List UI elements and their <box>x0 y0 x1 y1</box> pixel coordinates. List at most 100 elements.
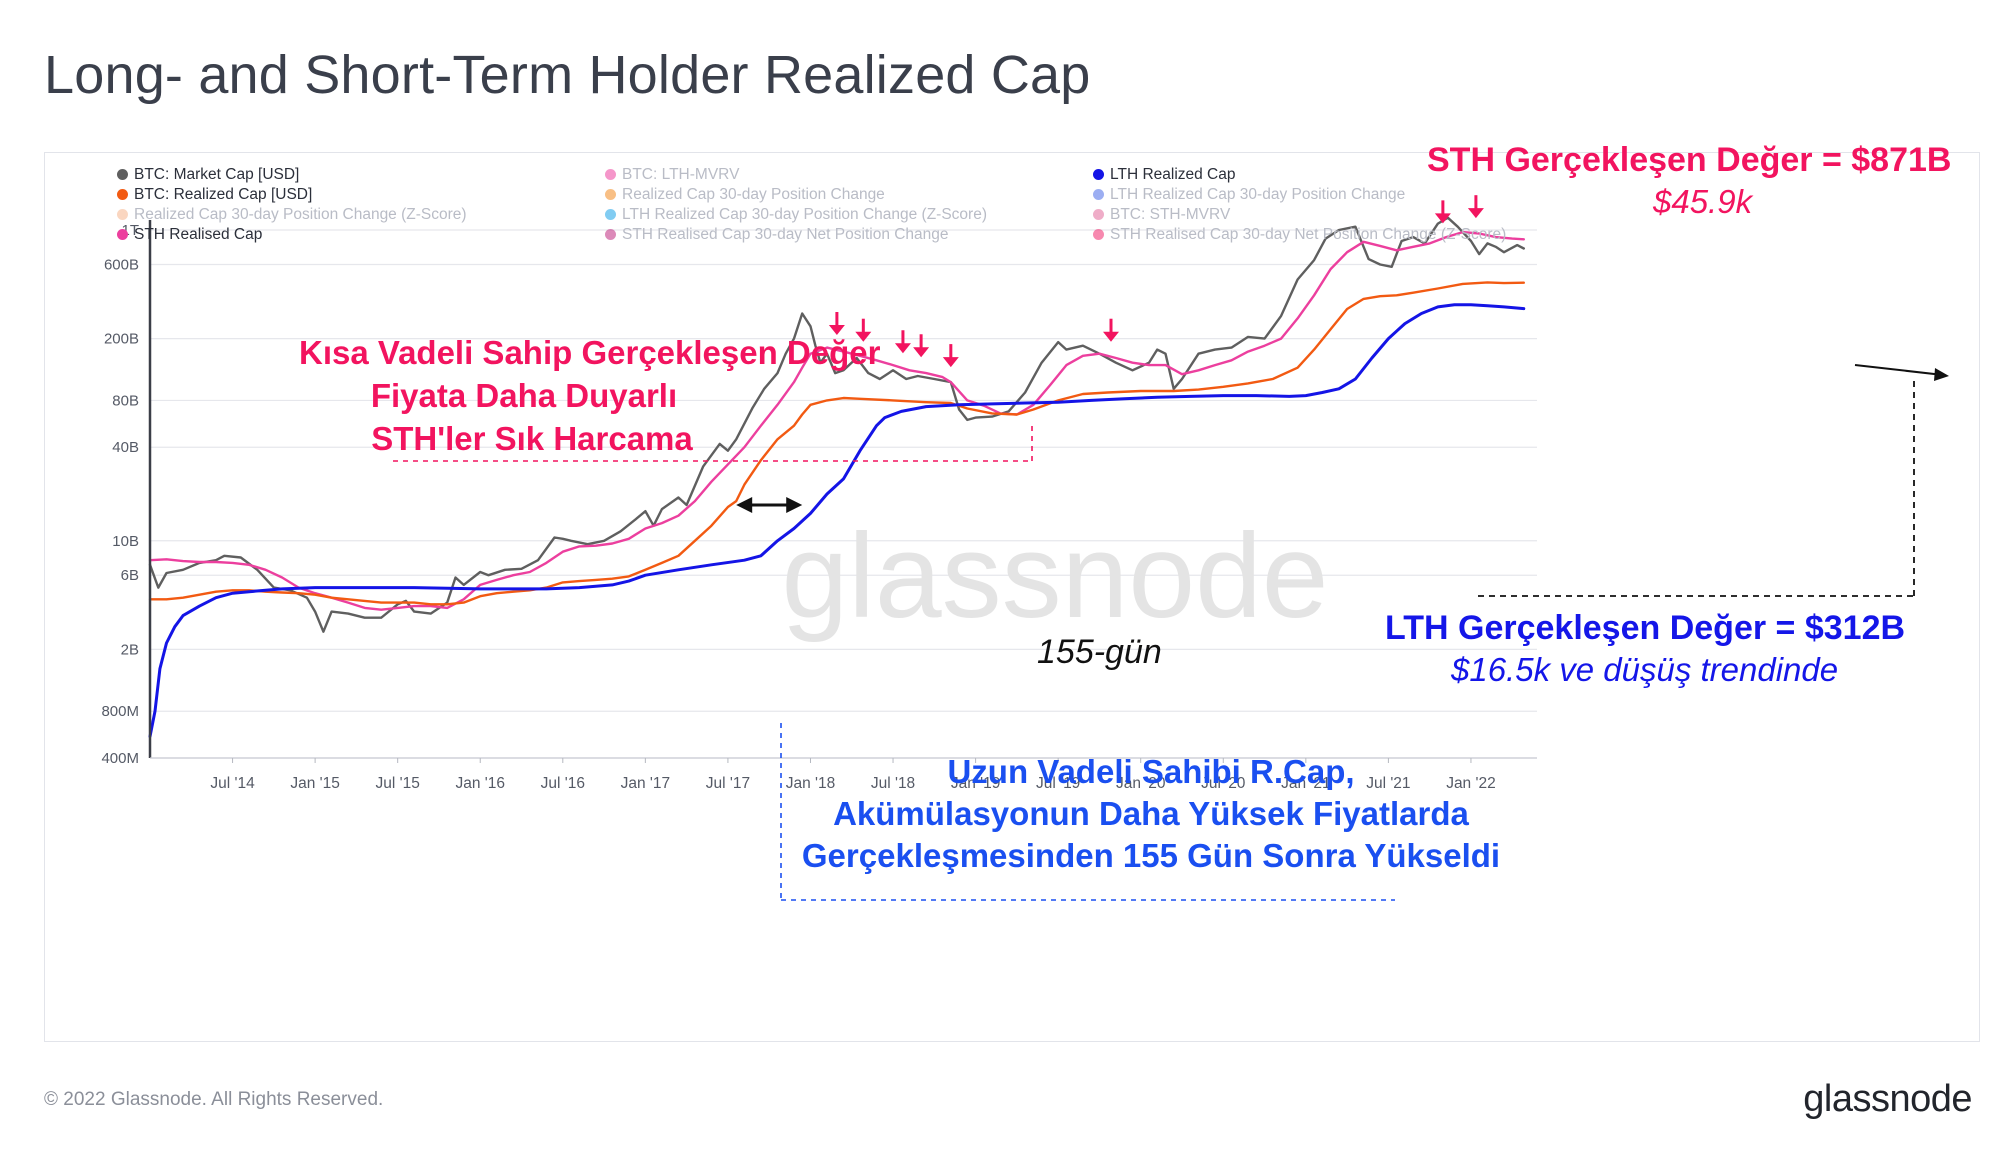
lag-arrow-head-right <box>786 496 803 513</box>
annotation-overlay <box>393 195 1949 901</box>
y-tick-label: 600B <box>104 256 139 273</box>
sth-note: Kısa Vadeli Sahip Gerçekleşen Değer Fiya… <box>299 331 881 460</box>
y-tick-label: 40B <box>112 439 139 456</box>
x-tick-label: Jan '20 <box>1116 775 1166 792</box>
legend-label: STH Realised Cap <box>134 226 263 243</box>
legend-item[interactable]: Realized Cap 30-day Position Change (Z-S… <box>117 206 467 224</box>
sth-price-label: $45.9k <box>1653 183 1753 220</box>
lth-note-line-3: Gerçekleşmesinden 155 Gün Sonra Yükseldi <box>801 837 1501 874</box>
x-tick-label: Jul '14 <box>210 775 255 792</box>
legend-dot-icon <box>1093 229 1104 240</box>
arrow-head <box>942 357 959 368</box>
chart-svg: glassnode 1T600B200B80B40B10B6B2B800M400… <box>101 195 1949 901</box>
page-title: Long- and Short-Term Holder Realized Cap <box>44 45 1091 105</box>
down-arrow-icon <box>1434 200 1451 224</box>
y-tick-label: 400M <box>101 750 139 767</box>
legend-label: BTC: LTH-MVRV <box>622 166 740 183</box>
legend-label: STH Realised Cap 30-day Net Position Cha… <box>1110 226 1507 243</box>
legend-dot-icon <box>1093 189 1104 200</box>
x-tick-label: Jul '19 <box>1036 775 1080 792</box>
legend-label: Realized Cap 30-day Position Change <box>622 186 885 203</box>
legend-label: BTC: Market Cap [USD] <box>134 166 300 183</box>
y-tick-label: 2B <box>121 641 139 658</box>
legend-item[interactable]: BTC: Market Cap [USD] <box>117 166 299 184</box>
x-tick-label: Jan '19 <box>951 775 1001 792</box>
lth-note-line-1: Uzun Vadeli Sahibi R.Cap, <box>947 753 1355 790</box>
lag-double-arrow-icon <box>736 496 803 513</box>
down-arrow-icon <box>1467 195 1484 219</box>
legend-dot-icon <box>117 189 128 200</box>
legend-label: Realized Cap 30-day Position Change (Z-S… <box>134 206 467 223</box>
downtrend-arrow-shaft <box>1854 364 1944 376</box>
legend-label: BTC: STH-MVRV <box>1110 206 1231 223</box>
y-tick-label: 80B <box>112 392 139 409</box>
lag-arrow-head-left <box>736 496 753 513</box>
down-arrow-icon <box>828 312 845 336</box>
legend-item[interactable]: LTH Realized Cap 30-day Position Change <box>1093 186 1405 204</box>
down-arrow-icon <box>855 318 872 342</box>
x-tick-label: Jul '21 <box>1366 775 1410 792</box>
series-layer <box>148 216 1526 738</box>
lth-value-title: LTH Gerçekleşen Değer = $312B <box>1385 609 1906 647</box>
legend-label: LTH Realized Cap <box>1110 166 1236 183</box>
legend-label: BTC: Realized Cap [USD] <box>134 186 313 203</box>
down-arrow-icon <box>894 330 911 354</box>
legend-label: LTH Realized Cap 30-day Position Change … <box>622 206 987 223</box>
lth-price-label: $16.5k ve düşüş trendinde <box>1451 651 1839 688</box>
x-tick-label: Jul '16 <box>541 775 585 792</box>
y-tick-label: 10B <box>112 533 139 550</box>
x-tick-label: Jul '15 <box>376 775 420 792</box>
x-tick-label: Jan '17 <box>621 775 671 792</box>
sth-value-title: STH Gerçekleşen Değer = $871B <box>1427 141 1952 179</box>
x-tick-label: Jan '21 <box>1281 775 1331 792</box>
legend-dot-icon <box>605 209 616 220</box>
down-arrow-icon <box>942 344 959 368</box>
legend-item[interactable]: STH Realised Cap <box>117 226 262 244</box>
down-arrow-icon <box>913 334 930 358</box>
arrow-head <box>894 343 911 354</box>
arrow-head <box>1467 208 1484 219</box>
x-tick-label: Jul '17 <box>706 775 750 792</box>
arrow-head <box>1434 213 1451 224</box>
arrow-head <box>828 325 845 336</box>
y-tick-label: 800M <box>101 703 139 720</box>
series-line-lth-realized-cap <box>148 303 1526 738</box>
brand-logo: glassnode <box>1803 1078 1972 1120</box>
copyright: © 2022 Glassnode. All Rights Reserved. <box>44 1089 384 1110</box>
watermark: glassnode <box>781 509 1328 643</box>
x-tick-label: Jan '18 <box>786 775 836 792</box>
x-tick-label: Jul '18 <box>871 775 915 792</box>
legend-item[interactable]: BTC: STH-MVRV <box>1093 206 1230 224</box>
sth-note-line-3: STH'ler Sık Harcama <box>371 420 693 457</box>
series-line-sth-realised-cap <box>148 230 1525 611</box>
legend-item[interactable]: LTH Realized Cap <box>1093 166 1236 184</box>
downtrend-arrow-icon <box>1854 364 1949 381</box>
x-tick-label: Jan '16 <box>455 775 505 792</box>
legend-dot-icon <box>605 229 616 240</box>
x-tick-label: Jan '22 <box>1446 775 1496 792</box>
down-arrow-icon <box>1102 318 1119 342</box>
legend-label: STH Realised Cap 30-day Net Position Cha… <box>622 226 949 243</box>
y-tick-label: 200B <box>104 331 139 348</box>
legend-dot-icon <box>605 189 616 200</box>
legend-dot-icon <box>1093 169 1104 180</box>
legend-item[interactable]: Realized Cap 30-day Position Change <box>605 186 885 204</box>
legend-dot-icon <box>117 229 128 240</box>
sth-note-line-2: Fiyata Daha Duyarlı <box>370 377 678 414</box>
legend-dot-icon <box>117 169 128 180</box>
downtrend-arrow-head <box>1934 368 1949 381</box>
legend-item[interactable]: STH Realised Cap 30-day Net Position Cha… <box>1093 226 1506 244</box>
grid <box>150 229 1537 759</box>
legend-item[interactable]: BTC: LTH-MVRV <box>605 166 739 184</box>
x-tick-label: Jul '20 <box>1201 775 1246 792</box>
arrow-head <box>1102 331 1119 342</box>
legend-dot-icon <box>1093 209 1104 220</box>
legend-item[interactable]: STH Realised Cap 30-day Net Position Cha… <box>605 226 949 244</box>
legend-item[interactable]: BTC: Realized Cap [USD] <box>117 186 312 204</box>
legend-item[interactable]: LTH Realized Cap 30-day Position Change … <box>605 206 987 224</box>
chart-frame: glassnode 1T 600B 200B 80B 40B 10B 6B 2B 800M 400… <box>44 141 1980 1042</box>
legend-dot-icon <box>117 209 128 220</box>
arrow-head <box>913 347 930 358</box>
legend-dot-icon <box>605 169 616 180</box>
sth-note-line-1: Kısa Vadeli Sahip Gerçekleşen Değer <box>299 334 881 371</box>
